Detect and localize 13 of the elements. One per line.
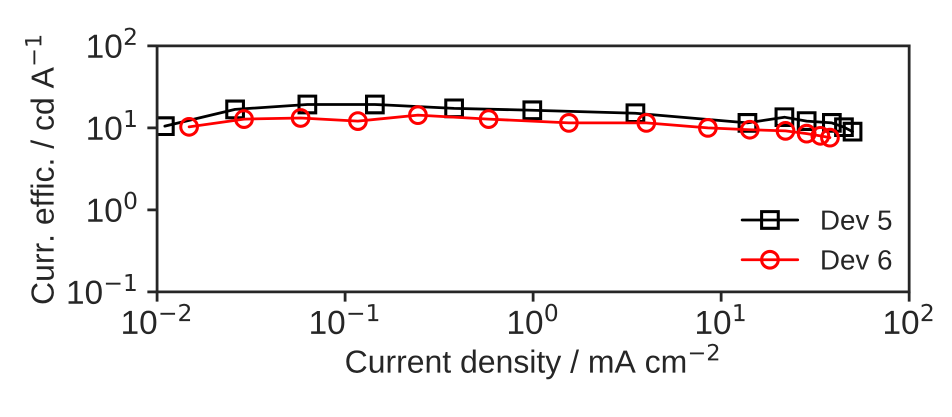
y-tick-label: 10$^{−1}$ — [68, 274, 136, 304]
y-tick-label: 10$^{2}$ — [88, 28, 136, 58]
legend-label: Dev 6 — [822, 250, 892, 270]
y-axis-title: Curr. effic. / cd A$^{−1}$ — [25, 36, 54, 304]
x-axis-title: Current density / mA cm$^{−2}$ — [346, 344, 718, 380]
x-tick-label: 10$^{−2}$ — [123, 304, 190, 334]
x-tick-label: 10$^{2}$ — [885, 304, 932, 334]
x-tick-label: 10$^{1}$ — [697, 304, 745, 334]
legend-label: Dev 5 — [822, 210, 892, 230]
y-tick-label: 10$^{1}$ — [88, 110, 136, 140]
x-tick-label: 10$^{−1}$ — [311, 304, 378, 334]
y-tick-label: 10$^{0}$ — [88, 192, 136, 222]
x-tick-label: 10$^{0}$ — [508, 304, 558, 334]
